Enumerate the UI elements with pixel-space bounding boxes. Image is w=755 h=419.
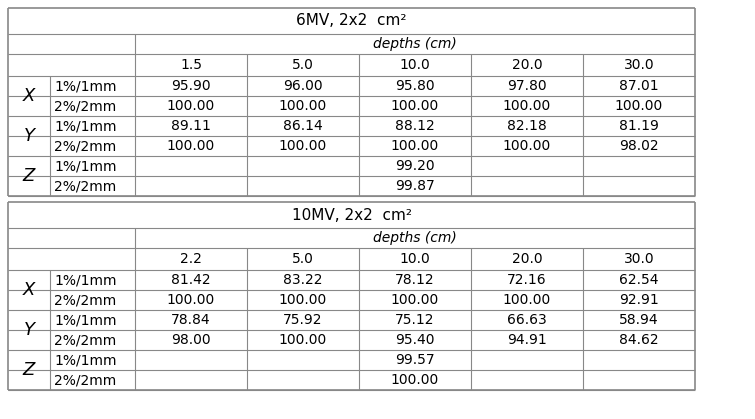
Text: 10.0: 10.0 [399, 252, 430, 266]
Text: 1%/1mm: 1%/1mm [54, 273, 116, 287]
Text: 100.00: 100.00 [391, 99, 439, 113]
Text: 81.19: 81.19 [619, 119, 659, 133]
Text: 6MV, 2x2  cm²: 6MV, 2x2 cm² [296, 13, 407, 28]
Text: 89.11: 89.11 [171, 119, 211, 133]
Text: 99.20: 99.20 [395, 159, 435, 173]
Text: 84.62: 84.62 [619, 333, 659, 347]
Text: 100.00: 100.00 [391, 139, 439, 153]
Text: X: X [23, 281, 35, 299]
Text: X: X [23, 87, 35, 105]
Text: 100.00: 100.00 [279, 99, 327, 113]
Text: 75.12: 75.12 [396, 313, 435, 327]
Text: 96.00: 96.00 [283, 79, 323, 93]
Text: 100.00: 100.00 [279, 139, 327, 153]
Text: 100.00: 100.00 [391, 293, 439, 307]
Text: 5.0: 5.0 [292, 58, 314, 72]
Text: 98.00: 98.00 [171, 333, 211, 347]
Text: 100.00: 100.00 [167, 293, 215, 307]
Text: Y: Y [23, 127, 35, 145]
Text: 100.00: 100.00 [503, 99, 551, 113]
Text: 99.57: 99.57 [395, 353, 435, 367]
Text: depths (cm): depths (cm) [373, 231, 457, 245]
Text: 20.0: 20.0 [512, 58, 542, 72]
Text: 1%/1mm: 1%/1mm [54, 353, 116, 367]
Text: 92.91: 92.91 [619, 293, 659, 307]
Text: 100.00: 100.00 [503, 139, 551, 153]
Text: 2%/2mm: 2%/2mm [54, 293, 116, 307]
Text: 5.0: 5.0 [292, 252, 314, 266]
Text: 30.0: 30.0 [624, 58, 655, 72]
Text: 100.00: 100.00 [167, 139, 215, 153]
Text: 98.02: 98.02 [619, 139, 659, 153]
Text: 100.00: 100.00 [279, 293, 327, 307]
Text: 100.00: 100.00 [279, 333, 327, 347]
Text: 10MV, 2x2  cm²: 10MV, 2x2 cm² [291, 207, 411, 222]
Text: 95.90: 95.90 [171, 79, 211, 93]
Text: 1%/1mm: 1%/1mm [54, 79, 116, 93]
Text: 2.2: 2.2 [180, 252, 202, 266]
Text: 2%/2mm: 2%/2mm [54, 333, 116, 347]
Text: 66.63: 66.63 [507, 313, 547, 327]
Text: 81.42: 81.42 [171, 273, 211, 287]
Text: 87.01: 87.01 [619, 79, 659, 93]
Text: 58.94: 58.94 [619, 313, 659, 327]
Text: depths (cm): depths (cm) [373, 37, 457, 51]
Text: 2%/2mm: 2%/2mm [54, 139, 116, 153]
Text: 20.0: 20.0 [512, 252, 542, 266]
Text: 2%/2mm: 2%/2mm [54, 99, 116, 113]
Text: 86.14: 86.14 [283, 119, 323, 133]
Text: 97.80: 97.80 [507, 79, 547, 93]
Text: 88.12: 88.12 [395, 119, 435, 133]
Text: 78.84: 78.84 [171, 313, 211, 327]
Text: Z: Z [23, 167, 35, 185]
Text: Z: Z [23, 361, 35, 379]
Text: Y: Y [23, 321, 35, 339]
Text: 100.00: 100.00 [391, 373, 439, 387]
Text: 1%/1mm: 1%/1mm [54, 119, 116, 133]
Text: 1.5: 1.5 [180, 58, 202, 72]
Text: 2%/2mm: 2%/2mm [54, 179, 116, 193]
Text: 95.40: 95.40 [396, 333, 435, 347]
Text: 1%/1mm: 1%/1mm [54, 159, 116, 173]
Text: 99.87: 99.87 [395, 179, 435, 193]
Text: 100.00: 100.00 [615, 99, 663, 113]
Text: 10.0: 10.0 [399, 58, 430, 72]
Text: 1%/1mm: 1%/1mm [54, 313, 116, 327]
Text: 78.12: 78.12 [395, 273, 435, 287]
Text: 100.00: 100.00 [167, 99, 215, 113]
Text: 75.92: 75.92 [283, 313, 322, 327]
Text: 95.80: 95.80 [395, 79, 435, 93]
Text: 83.22: 83.22 [283, 273, 322, 287]
Text: 82.18: 82.18 [507, 119, 547, 133]
Text: 62.54: 62.54 [619, 273, 659, 287]
Text: 30.0: 30.0 [624, 252, 655, 266]
Text: 94.91: 94.91 [507, 333, 547, 347]
Text: 72.16: 72.16 [507, 273, 547, 287]
Text: 100.00: 100.00 [503, 293, 551, 307]
Text: 2%/2mm: 2%/2mm [54, 373, 116, 387]
